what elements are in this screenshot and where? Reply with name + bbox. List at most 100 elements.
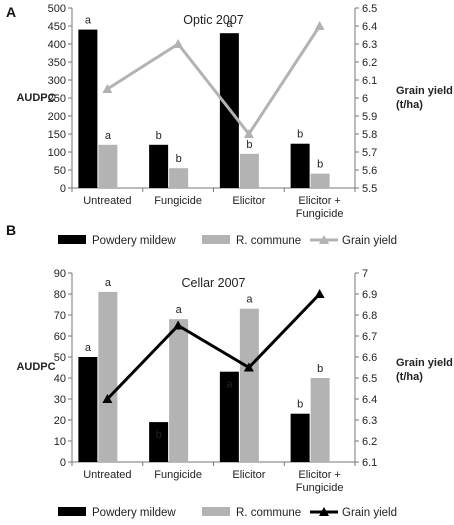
y-tick-label: 200 (48, 111, 66, 123)
y2-tick-label: 6.5 (362, 3, 377, 15)
grain-yield-point (173, 39, 184, 48)
x-category-label-line: Fungicide (296, 482, 344, 494)
y-tick-label: 150 (48, 129, 66, 141)
y-tick-label: 400 (48, 39, 66, 51)
y-tick-label: 10 (54, 436, 66, 448)
y2-tick-label: 6.3 (362, 39, 377, 51)
significance-letter: a (105, 130, 112, 142)
y-tick-label: 40 (54, 373, 66, 385)
x-category-label-line: Fungicide (154, 469, 202, 481)
panel-label: B (6, 222, 16, 238)
significance-letter: b (317, 159, 323, 171)
y-tick-label: 30 (54, 394, 66, 406)
bar-r-commune (169, 168, 189, 188)
y-tick-label: 300 (48, 75, 66, 87)
significance-letter: b (176, 153, 182, 165)
y2-tick-label: 6.1 (362, 75, 377, 87)
y-axis-label: AUDPC (16, 361, 55, 373)
y2-tick-label: 6 (362, 93, 368, 105)
grain-yield-point (314, 289, 325, 298)
y-tick-label: 250 (48, 93, 66, 105)
bar-r-commune (310, 173, 330, 188)
x-category-label: Elicitor (232, 469, 265, 481)
x-category-label-line: Untreated (83, 469, 131, 481)
y2-tick-label: 6.2 (362, 57, 377, 69)
y2-axis-label-line: Grain yield (396, 85, 453, 97)
x-category-label-line: Fungicide (296, 208, 344, 220)
y2-tick-label: 6.7 (362, 331, 377, 343)
significance-letter: b (156, 429, 162, 441)
y2-tick-label: 5.6 (362, 165, 377, 177)
y2-tick-label: 6.1 (362, 457, 377, 469)
y-tick-label: 0 (60, 457, 66, 469)
y2-axis-label-line: (t/ha) (396, 99, 423, 111)
bar-powdery-mildew (219, 371, 239, 462)
y2-tick-label: 5.7 (362, 147, 377, 159)
grain-yield-line (106, 292, 321, 401)
y2-tick-label: 6.5 (362, 373, 377, 385)
bar-powdery-mildew (149, 144, 169, 188)
y-tick-label: 100 (48, 147, 66, 159)
y2-tick-label: 6.4 (362, 21, 377, 33)
legend-label: Grain yield (342, 507, 397, 519)
significance-letter: a (85, 15, 92, 27)
x-category-label: Elicitor + Fungicide (296, 469, 344, 494)
significance-letter: b (297, 129, 303, 141)
y2-tick-label: 6.9 (362, 289, 377, 301)
significance-letter: a (85, 342, 92, 354)
y2-tick-label: 6.2 (362, 436, 377, 448)
y-tick-label: 500 (48, 3, 66, 15)
panel-label: A (6, 4, 16, 20)
legend-swatch-powdery-mildew (58, 235, 86, 244)
significance-letter: a (226, 18, 233, 30)
y-axis-label: AUDPC (16, 92, 55, 104)
x-category-label: Untreated (83, 469, 131, 481)
chart-panel-b: B 0 10 20 30 40 50 60 70 80 90 6.1 6.2 6.3 6.4 6.5 6.6 6.… (6, 222, 453, 519)
bar-powdery-mildew (290, 143, 310, 188)
y-tick-label: 20 (54, 415, 66, 427)
x-category-label-line: Fungicide (154, 195, 202, 207)
bar-powdery-mildew (149, 422, 169, 462)
legend: Powdery mildew R. commune Grain yield (58, 235, 397, 247)
legend-label: Powdery mildew (92, 235, 176, 247)
y-tick-label: 50 (54, 165, 66, 177)
y2-tick-label: 5.5 (362, 183, 377, 195)
bar-powdery-mildew (78, 29, 98, 188)
y2-tick-label: 6.6 (362, 352, 377, 364)
chart-title: Optic 2007 (183, 13, 244, 27)
legend-swatch-r-commune (202, 507, 230, 516)
y2-tick-label: 7 (362, 268, 368, 280)
y-tick-label: 50 (54, 352, 66, 364)
y2-axis-label-line: (t/ha) (396, 371, 423, 383)
x-category-label: Elicitor + Fungicide (296, 195, 344, 220)
x-category-label-line: Elicitor + (298, 469, 341, 481)
y2-tick-label: 6.8 (362, 310, 377, 322)
bar-powdery-mildew (290, 413, 310, 462)
x-category-label-line: Elicitor (232, 195, 265, 207)
bar-r-commune (239, 153, 259, 188)
y2-axis-label: Grain yield (t/ha) (396, 357, 453, 383)
bar-r-commune (239, 308, 259, 462)
legend-label: R. commune (236, 507, 301, 519)
y2-tick-label: 5.9 (362, 111, 377, 123)
significance-letter: a (226, 379, 233, 391)
bar-r-commune (310, 378, 330, 462)
y-tick-label: 450 (48, 21, 66, 33)
chart-title: Cellar 2007 (182, 276, 246, 290)
bar-r-commune (98, 144, 118, 188)
x-category-label-line: Elicitor + (298, 195, 341, 207)
grain-yield-point (173, 320, 184, 330)
grain-yield-line (106, 25, 321, 137)
bar-r-commune (169, 319, 189, 462)
x-category-label-line: Elicitor (232, 469, 265, 481)
y-tick-label: 350 (48, 57, 66, 69)
x-category-label: Fungicide (154, 469, 202, 481)
grain-yield-point (243, 129, 254, 138)
significance-letter: a (105, 277, 112, 289)
grain-yield-point (314, 21, 325, 30)
grain-yield-point (102, 394, 113, 403)
x-category-label: Fungicide (154, 195, 202, 207)
x-category-label: Untreated (83, 195, 131, 207)
bar-powdery-mildew (78, 357, 98, 462)
